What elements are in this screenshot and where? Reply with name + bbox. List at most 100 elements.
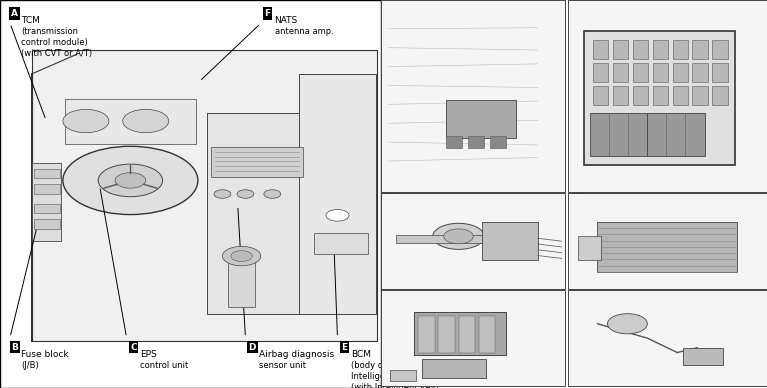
Bar <box>568 193 767 289</box>
Bar <box>482 222 538 260</box>
Bar <box>34 184 60 194</box>
Bar <box>693 40 708 59</box>
Text: M2: M2 <box>708 349 717 353</box>
Bar <box>468 136 484 148</box>
Text: Intelligent Key unit
(with Intelligent Key): Intelligent Key unit (with Intelligent K… <box>441 326 506 337</box>
Circle shape <box>222 246 261 266</box>
Text: control module): control module) <box>21 38 88 47</box>
Text: (body control module): (body control module) <box>351 361 445 370</box>
Bar <box>459 316 475 353</box>
Bar <box>446 136 463 148</box>
Bar <box>32 83 377 99</box>
Bar <box>381 193 565 289</box>
Text: D: D <box>574 193 581 203</box>
Text: M1: M1 <box>694 371 703 376</box>
Bar <box>479 316 495 353</box>
Circle shape <box>63 109 109 133</box>
Text: M4  M10  M125: M4 M10 M125 <box>439 305 484 310</box>
Text: Heated mirror relay
(with heated mirrors): Heated mirror relay (with heated mirrors… <box>598 312 665 323</box>
Text: M25: M25 <box>453 378 465 383</box>
Circle shape <box>607 314 647 334</box>
Bar <box>593 63 608 82</box>
Text: NATS: NATS <box>275 16 298 25</box>
Bar <box>593 86 608 105</box>
Bar <box>34 169 60 178</box>
Text: EPS control unit: EPS control unit <box>401 206 454 211</box>
Bar <box>299 74 376 314</box>
Bar <box>418 316 435 353</box>
Bar <box>422 359 486 378</box>
Bar <box>673 40 688 59</box>
Bar <box>647 113 705 156</box>
Bar <box>381 290 565 386</box>
Text: M16  D6  B105: M16 D6 B105 <box>661 230 704 235</box>
Text: TCM: TCM <box>21 16 41 25</box>
Bar <box>446 100 515 138</box>
Bar <box>314 233 368 254</box>
Circle shape <box>433 223 484 249</box>
Text: View with instrument panel LH removed: View with instrument panel LH removed <box>387 5 522 10</box>
Bar <box>693 86 708 105</box>
Bar <box>613 63 628 82</box>
Bar <box>381 0 565 192</box>
Bar <box>414 312 506 355</box>
Bar <box>0 0 381 388</box>
Text: Accessory
relay: Accessory relay <box>705 105 736 116</box>
Circle shape <box>123 109 169 133</box>
Text: antenna amp.: antenna amp. <box>275 27 334 36</box>
Bar <box>584 31 735 165</box>
Text: (J/B): (J/B) <box>21 361 39 370</box>
Circle shape <box>231 251 252 262</box>
Bar <box>438 316 455 353</box>
Circle shape <box>264 190 281 198</box>
Bar <box>396 236 528 243</box>
Bar <box>633 86 648 105</box>
Text: (with Intelligent Key): (with Intelligent Key) <box>351 383 439 388</box>
Bar <box>633 63 648 82</box>
Text: J-2: J-2 <box>749 132 757 136</box>
Text: C: C <box>130 343 137 352</box>
Text: View with instrument panel LH removed: View with instrument panel LH removed <box>588 5 722 10</box>
Circle shape <box>326 210 349 221</box>
Text: M49: M49 <box>608 341 621 346</box>
Text: Remote keyless
entry receiver: Remote keyless entry receiver <box>441 359 491 370</box>
Circle shape <box>63 146 198 215</box>
Bar <box>568 290 767 386</box>
Bar <box>693 63 708 82</box>
Bar <box>683 348 723 365</box>
Bar <box>597 222 737 272</box>
Bar <box>34 204 60 213</box>
Bar <box>390 370 416 381</box>
Bar <box>713 40 728 59</box>
Text: BCM: BCM <box>351 350 371 359</box>
Text: control unit: control unit <box>140 361 189 370</box>
Text: D: D <box>249 343 256 352</box>
Text: View with center console assembly removed.: View with center console assembly remove… <box>588 198 739 204</box>
Bar <box>65 99 196 144</box>
Text: B: B <box>574 0 581 9</box>
Bar <box>673 63 688 82</box>
Bar <box>590 113 647 156</box>
Bar <box>653 63 668 82</box>
Bar <box>613 40 628 59</box>
Circle shape <box>444 229 473 244</box>
Text: Airbag diagnosis
sensor unit: Airbag diagnosis sensor unit <box>660 206 712 217</box>
Bar <box>578 236 601 260</box>
Text: F: F <box>265 9 271 18</box>
Text: Intelligent Key unit: Intelligent Key unit <box>351 372 431 381</box>
Bar <box>34 219 60 229</box>
Text: E: E <box>389 290 393 300</box>
Text: View with glove box removed.: View with glove box removed. <box>401 295 502 301</box>
Text: sensor unit: sensor unit <box>259 361 306 370</box>
Bar <box>490 136 506 148</box>
Text: Fuse block (J/B): Fuse block (J/B) <box>642 6 693 12</box>
Text: Airbag diagnosis: Airbag diagnosis <box>259 350 334 359</box>
Text: NATS
antenna amp.: NATS antenna amp. <box>681 347 726 358</box>
Text: B: B <box>12 343 18 352</box>
Text: View with steering column assembly removed.: View with steering column assembly remov… <box>401 198 557 204</box>
Circle shape <box>237 190 254 198</box>
Text: View with lower driver instrument panel removed.: View with lower driver instrument panel … <box>588 295 755 301</box>
Bar <box>713 86 728 105</box>
Text: TCM
(transmission
control module): TCM (transmission control module) <box>476 312 528 333</box>
Bar <box>653 40 668 59</box>
